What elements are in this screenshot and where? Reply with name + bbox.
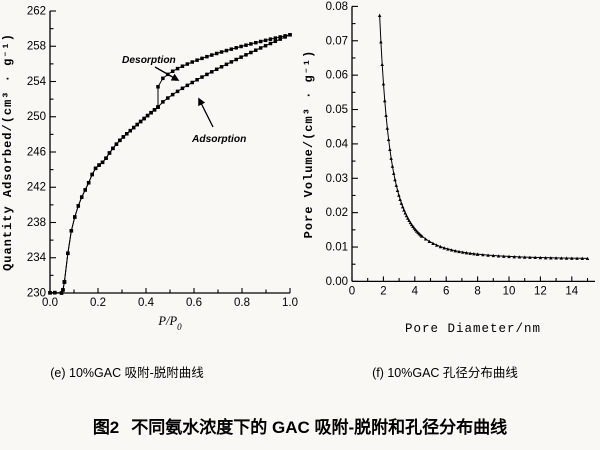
svg-text:10: 10 — [503, 286, 516, 298]
svg-text:0.0: 0.0 — [42, 297, 58, 309]
svg-text:0.03: 0.03 — [326, 173, 348, 185]
svg-text:258: 258 — [27, 41, 46, 53]
svg-text:254: 254 — [27, 76, 47, 88]
svg-text:262: 262 — [27, 6, 46, 18]
svg-text:Pore Diameter/nm: Pore Diameter/nm — [405, 322, 541, 336]
svg-text:0.05: 0.05 — [326, 104, 348, 116]
svg-text:0.6: 0.6 — [186, 297, 202, 309]
svg-text:2: 2 — [380, 286, 386, 298]
svg-text:0.8: 0.8 — [234, 297, 250, 309]
svg-text:14: 14 — [565, 286, 578, 298]
svg-text:0.07: 0.07 — [326, 35, 348, 47]
svg-text:0.00: 0.00 — [326, 276, 348, 288]
svg-text:6: 6 — [443, 286, 449, 298]
svg-text:0.08: 0.08 — [326, 1, 348, 13]
svg-text:Quantity Adsorbed/(cm³ · g⁻¹): Quantity Adsorbed/(cm³ · g⁻¹) — [1, 33, 15, 271]
svg-text:238: 238 — [27, 217, 46, 229]
svg-text:Pore Volume/(cm³ · g⁻¹): Pore Volume/(cm³ · g⁻¹) — [302, 50, 316, 239]
svg-text:0.04: 0.04 — [326, 138, 349, 150]
svg-text:250: 250 — [27, 111, 46, 123]
svg-text:Desorption: Desorption — [122, 55, 176, 66]
svg-text:0.02: 0.02 — [326, 207, 348, 219]
svg-text:246: 246 — [27, 147, 46, 159]
svg-text:1.0: 1.0 — [282, 297, 298, 309]
svg-text:(e) 10%GAC 吸附-脱附曲线: (e) 10%GAC 吸附-脱附曲线 — [50, 365, 204, 380]
svg-text:0.4: 0.4 — [138, 297, 155, 309]
svg-text:(f) 10%GAC 孔径分布曲线: (f) 10%GAC 孔径分布曲线 — [372, 366, 518, 380]
svg-text:8: 8 — [474, 286, 480, 298]
svg-text:0.01: 0.01 — [326, 242, 348, 254]
svg-text:0: 0 — [349, 286, 355, 298]
svg-text:12: 12 — [534, 286, 547, 298]
svg-text:0.2: 0.2 — [90, 297, 106, 309]
svg-text:242: 242 — [27, 182, 46, 194]
svg-text:0.06: 0.06 — [326, 70, 348, 82]
svg-text:4: 4 — [412, 286, 419, 298]
svg-text:Adsorption: Adsorption — [191, 134, 246, 145]
svg-text:234: 234 — [27, 252, 47, 264]
